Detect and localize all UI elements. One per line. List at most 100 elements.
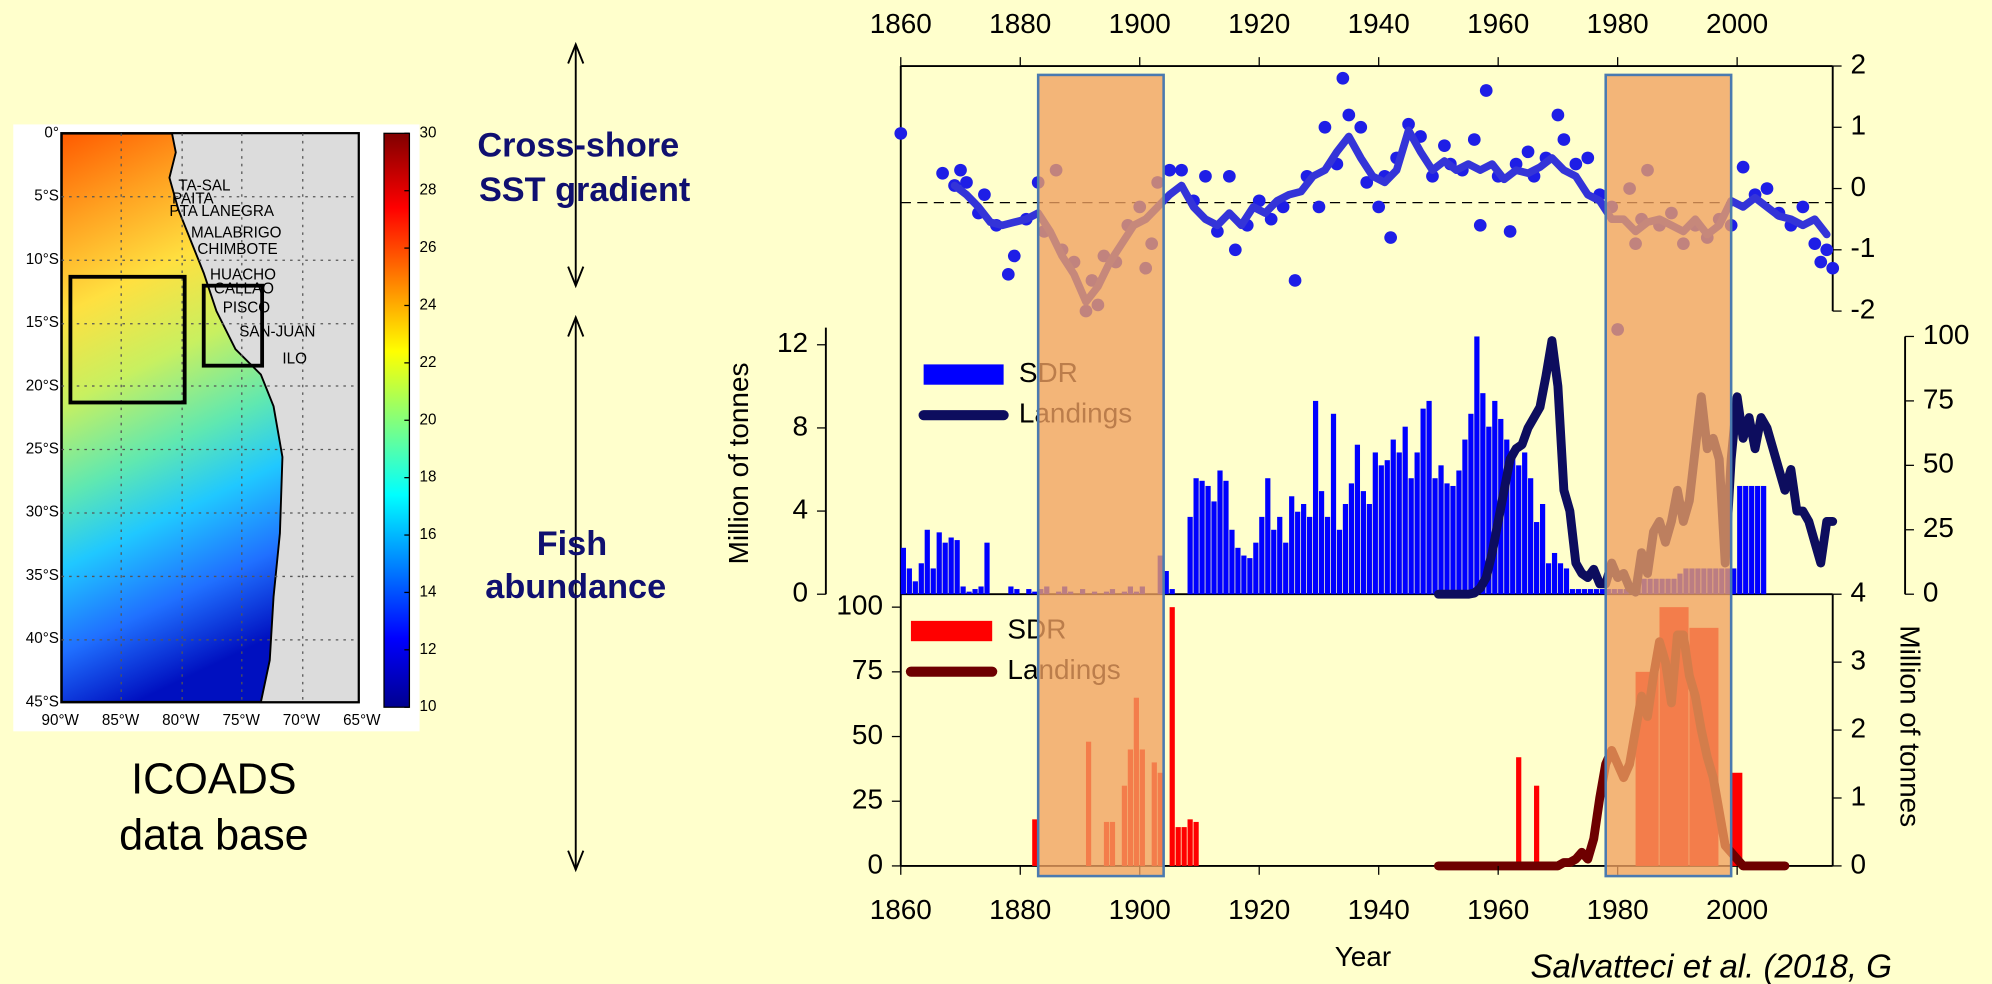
lon-label: 90°W bbox=[42, 712, 80, 729]
label-text: abundance bbox=[485, 568, 666, 606]
bar bbox=[1259, 517, 1264, 594]
colorbar-label: 22 bbox=[420, 354, 437, 371]
bar bbox=[978, 586, 983, 594]
lat-label: 40°S bbox=[26, 630, 59, 647]
y-tick-label: 4 bbox=[793, 493, 809, 524]
x-tick-label: 2000 bbox=[1706, 894, 1768, 925]
y-tick-label: 50 bbox=[1923, 448, 1954, 479]
bar bbox=[984, 543, 989, 595]
bar bbox=[1349, 483, 1354, 594]
x-tick-label: 1880 bbox=[989, 894, 1051, 925]
bar bbox=[1235, 548, 1240, 594]
bar bbox=[1211, 501, 1216, 594]
data-point bbox=[1175, 164, 1188, 177]
bar bbox=[1277, 517, 1282, 594]
data-point bbox=[1581, 152, 1594, 165]
data-point bbox=[1814, 256, 1827, 269]
label-text: SST gradient bbox=[479, 171, 690, 209]
bar bbox=[1534, 786, 1539, 866]
x-tick-label: 1940 bbox=[1348, 894, 1410, 925]
map-caption: ICOADS bbox=[131, 756, 296, 804]
bar bbox=[931, 568, 936, 594]
bar bbox=[907, 568, 912, 594]
bar bbox=[1217, 470, 1222, 594]
bar bbox=[1737, 486, 1742, 594]
bar bbox=[1450, 486, 1455, 594]
bar bbox=[1522, 452, 1527, 594]
bar bbox=[1193, 478, 1198, 594]
bar bbox=[943, 543, 948, 595]
y-tick-label: 2 bbox=[1850, 712, 1866, 743]
colorbar-label: 12 bbox=[420, 641, 437, 658]
y-tick-label: 50 bbox=[852, 719, 883, 750]
bar bbox=[1570, 589, 1575, 594]
bar bbox=[901, 548, 906, 594]
data-point bbox=[1796, 201, 1809, 214]
y-tick-label: 0 bbox=[1923, 577, 1939, 608]
data-point bbox=[954, 164, 967, 177]
data-point bbox=[1474, 219, 1487, 232]
data-point bbox=[1569, 158, 1582, 171]
label-text: Cross-shore bbox=[477, 126, 679, 164]
bar bbox=[1205, 486, 1210, 594]
bar bbox=[1229, 530, 1234, 594]
bar bbox=[1600, 589, 1605, 594]
y-tick-label: 0 bbox=[1850, 848, 1866, 879]
bar bbox=[1468, 414, 1473, 594]
colorbar-label: 24 bbox=[420, 297, 437, 314]
data-point bbox=[1223, 170, 1236, 183]
data-point bbox=[1342, 109, 1355, 122]
colorbar-label: 30 bbox=[420, 124, 437, 141]
x-tick-label: 1920 bbox=[1228, 8, 1290, 39]
data-point bbox=[1820, 243, 1833, 256]
bar bbox=[1438, 465, 1443, 594]
bar bbox=[1271, 530, 1276, 594]
bar bbox=[919, 563, 924, 594]
x-tick-label: 1860 bbox=[870, 894, 932, 925]
bar bbox=[1325, 517, 1330, 594]
y-tick-label: 3 bbox=[1850, 645, 1866, 676]
lat-label: 45°S bbox=[26, 693, 59, 710]
place-label: SAN-JUAN bbox=[239, 324, 315, 341]
highlight-band bbox=[1606, 75, 1731, 876]
bar bbox=[1223, 481, 1228, 594]
bar bbox=[955, 540, 960, 594]
colorbar-label: 26 bbox=[420, 239, 437, 256]
data-point bbox=[1522, 145, 1535, 158]
page: Cross-shore SST gradient Fish abundance … bbox=[0, 0, 1992, 984]
bar bbox=[1343, 504, 1348, 594]
data-point bbox=[1313, 201, 1326, 214]
y-tick-label: -1 bbox=[1850, 232, 1875, 263]
bar bbox=[1755, 486, 1760, 594]
lon-label: 80°W bbox=[162, 712, 200, 729]
bar bbox=[1241, 556, 1246, 595]
bar bbox=[1528, 478, 1533, 594]
bar bbox=[1008, 586, 1013, 594]
slide: Cross-shore SST gradient Fish abundance … bbox=[0, 0, 1992, 984]
legend-swatch bbox=[911, 621, 992, 641]
bar bbox=[1594, 589, 1599, 594]
data-point bbox=[1438, 139, 1451, 152]
data-point bbox=[894, 127, 907, 140]
lon-label: 85°W bbox=[102, 712, 140, 729]
y-tick-label: 100 bbox=[836, 590, 883, 621]
bar bbox=[1582, 589, 1587, 594]
data-point bbox=[1468, 133, 1481, 146]
data-point bbox=[1008, 250, 1021, 263]
x-tick-label: 1940 bbox=[1348, 8, 1410, 39]
place-label: PISCO bbox=[223, 300, 271, 317]
bar bbox=[1193, 822, 1198, 866]
x-tick-label: 1900 bbox=[1109, 894, 1171, 925]
bar bbox=[1415, 452, 1420, 594]
y-axis-title: Million of tonnes bbox=[723, 363, 754, 565]
bar bbox=[1170, 607, 1175, 866]
highlight-band bbox=[1038, 75, 1163, 876]
data-point bbox=[1372, 201, 1385, 214]
bar bbox=[1313, 401, 1318, 594]
bar bbox=[1385, 460, 1390, 594]
x-tick-label: 1980 bbox=[1587, 894, 1649, 925]
lon-label: 75°W bbox=[222, 712, 260, 729]
colorbar-label: 16 bbox=[420, 526, 437, 543]
bar bbox=[1743, 486, 1748, 594]
bar bbox=[1014, 589, 1019, 594]
